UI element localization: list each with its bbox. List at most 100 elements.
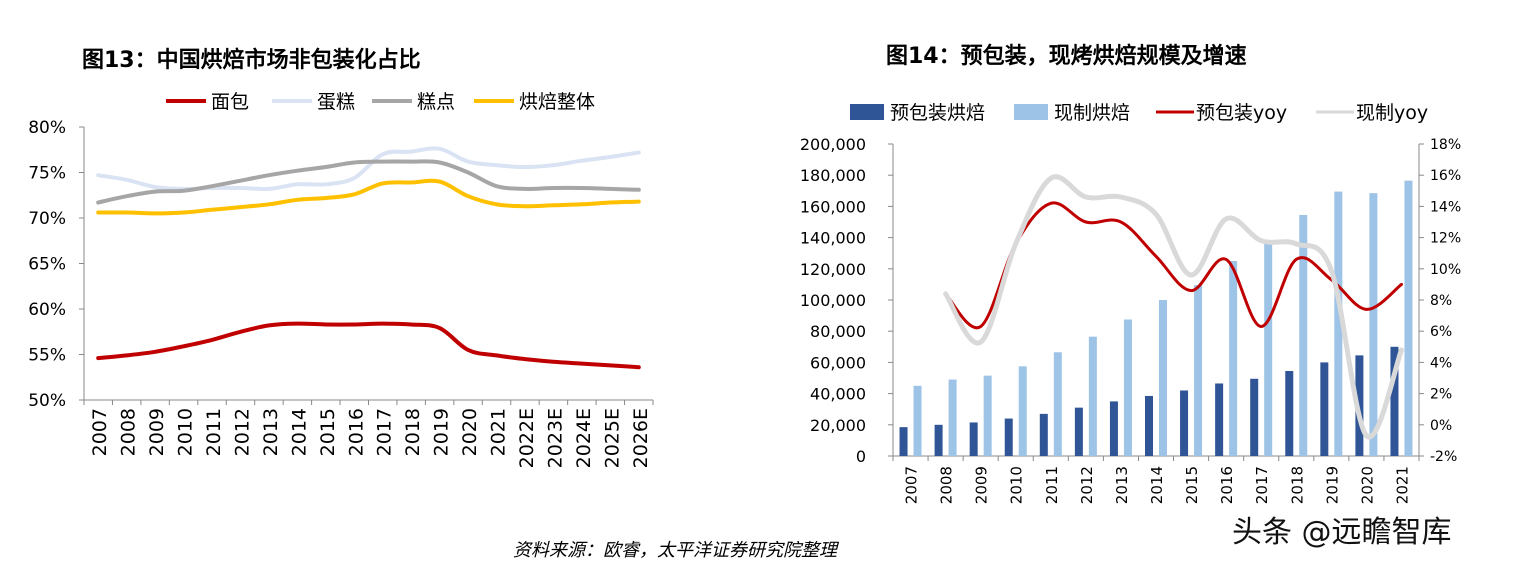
legend-label: 预包装yoy — [1196, 102, 1287, 124]
x-tick-label: 2007 — [903, 466, 921, 504]
bar — [1123, 319, 1132, 456]
y-tick-label: 55% — [28, 346, 66, 366]
chart13-legend: 面包 蛋糕 糕点 烘焙整体 — [166, 91, 595, 113]
legend-label: 面包 — [211, 91, 249, 113]
chart13-lines — [96, 146, 641, 370]
x-tick-label: 2010 — [1008, 466, 1026, 504]
y-left-tick-label: 180,000 — [800, 166, 866, 185]
bar — [1229, 261, 1238, 456]
legend-label: 糕点 — [417, 91, 455, 113]
y-left-tick-label: 60,000 — [810, 353, 866, 372]
x-tick-label: 2017 — [1253, 466, 1271, 504]
y-right-tick-label: 10% — [1430, 262, 1461, 278]
bar — [1109, 401, 1118, 456]
x-tick-label: 2017 — [374, 408, 396, 456]
x-tick-label: 2013 — [1113, 466, 1131, 504]
bar — [1180, 390, 1189, 456]
x-tick-label: 2014 — [288, 408, 310, 456]
bar — [1004, 418, 1013, 456]
legend-label: 现制yoy — [1356, 102, 1428, 124]
chart13-title: 图13：中国烘焙市场非包装化占比 — [82, 48, 421, 73]
bar — [1285, 370, 1294, 456]
chart14-axes: 0 20,000 40,000 60,000 80,000 100,000 120,000 1… — [800, 135, 1461, 504]
x-tick-label: 2021 — [488, 408, 510, 456]
bar — [969, 422, 978, 456]
chart14-plot: 预包装烘焙 现制烘焙 预包装yoy 现制yoy 0 20,000 40,000 60,000… — [800, 102, 1461, 504]
y-tick-label: 65% — [28, 255, 66, 275]
x-tick-label: 2016 — [345, 408, 367, 456]
bar — [1088, 336, 1097, 456]
legend-label: 现制烘焙 — [1054, 102, 1130, 124]
y-right-tick-label: 8% — [1430, 293, 1452, 309]
bar — [1369, 193, 1378, 456]
y-left-tick-label: 200,000 — [800, 135, 866, 154]
bar — [1250, 378, 1259, 456]
legend-swatch — [850, 104, 884, 120]
y-right-tick-label: 6% — [1430, 324, 1452, 340]
x-tick-label: 2019 — [1323, 466, 1341, 504]
x-tick-label: 2009 — [146, 408, 168, 456]
x-tick-label: 2018 — [402, 408, 424, 456]
x-tick-label: 2014 — [1148, 466, 1166, 504]
y-tick-label: 60% — [28, 300, 66, 320]
x-tick-label: 2007 — [89, 408, 111, 456]
y-tick-label: 70% — [28, 209, 66, 229]
y-right-tick-label: 2% — [1430, 387, 1452, 403]
bar — [1039, 413, 1048, 456]
series-line — [944, 201, 1403, 330]
legend-label: 蛋糕 — [317, 91, 355, 113]
y-right-tick-label: 12% — [1430, 231, 1461, 247]
bar — [934, 424, 943, 456]
series-line — [943, 174, 1404, 440]
bar — [1145, 395, 1153, 456]
x-tick-label: 2010 — [175, 408, 197, 456]
x-tick-label: 2020 — [459, 408, 481, 456]
x-tick-label: 2015 — [317, 408, 339, 456]
series-line — [96, 159, 641, 205]
y-left-tick-label: 120,000 — [800, 260, 866, 279]
y-left-tick-label: 160,000 — [800, 197, 866, 216]
x-tick-label: 2020 — [1358, 466, 1376, 504]
watermark: 头条 @远瞻智库 — [1232, 515, 1452, 550]
x-tick-label: 2011 — [203, 408, 225, 456]
y-left-tick-label: 0 — [856, 447, 866, 466]
bar — [1159, 300, 1167, 456]
chart13-axes: 50% 55% 60% 65% 70% 75% 80% 2007 2008 2009 2010 201… — [28, 118, 654, 468]
bar — [913, 385, 922, 456]
y-left-tick-label: 100,000 — [800, 291, 866, 310]
y-right-tick-label: 16% — [1430, 168, 1461, 184]
chart13-plot: 面包 蛋糕 糕点 烘焙整体 50% 55% 60% 65% 70% 75% 80% 2007 2008… — [28, 91, 654, 468]
y-left-tick-label: 140,000 — [800, 229, 866, 248]
chart14-title: 图14：预包装，现烤烘焙规模及增速 — [886, 44, 1247, 69]
y-left-tick-label: 80,000 — [810, 322, 866, 341]
x-tick-label: 2021 — [1393, 466, 1411, 504]
y-right-tick-label: 4% — [1430, 355, 1452, 371]
y-right-tick-label: -2% — [1430, 449, 1457, 465]
legend-label: 预包装烘焙 — [890, 102, 985, 124]
y-left-tick-label: 20,000 — [810, 416, 866, 435]
bar — [1390, 346, 1399, 456]
bar — [1018, 366, 1027, 456]
series-line — [96, 321, 641, 370]
x-tick-label: 2009 — [973, 466, 991, 504]
bar — [1074, 407, 1083, 456]
x-tick-label: 2008 — [118, 408, 140, 456]
bar — [983, 375, 992, 456]
y-right-tick-label: 18% — [1430, 137, 1461, 153]
x-tick-label: 2015 — [1183, 466, 1201, 504]
y-tick-label: 50% — [28, 391, 66, 411]
chart14-lines — [943, 174, 1404, 440]
x-tick-label: 2016 — [1218, 466, 1236, 504]
y-tick-label: 80% — [28, 118, 66, 138]
bar — [1320, 362, 1329, 456]
bar — [1264, 241, 1273, 456]
bar — [1334, 191, 1343, 456]
bar — [948, 379, 957, 456]
chart14-bars — [899, 180, 1413, 456]
series-line — [96, 146, 641, 192]
x-tick-label: 2023E — [544, 408, 566, 468]
x-tick-label: 2025E — [601, 408, 623, 468]
x-tick-label: 2012 — [231, 408, 253, 456]
series-line — [96, 178, 641, 216]
x-tick-label: 2022E — [516, 408, 538, 468]
